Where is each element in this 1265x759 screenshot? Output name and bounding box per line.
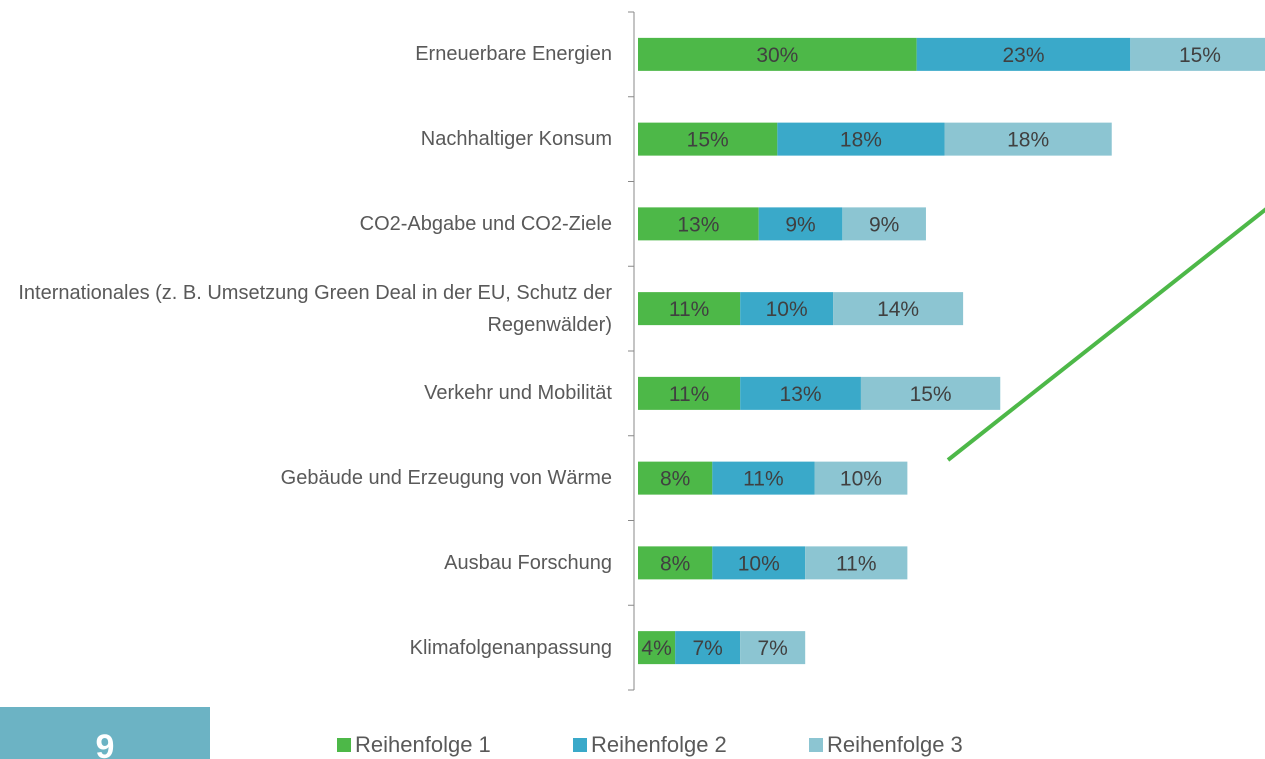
arrow-line	[946, 207, 1265, 462]
legend-label: Reihenfolge 2	[591, 732, 727, 757]
value-label: 11%	[743, 468, 783, 491]
bar-segment	[1130, 37, 1265, 71]
bar-segment	[842, 207, 926, 241]
bar-segment	[638, 37, 917, 71]
bar-segment	[712, 546, 806, 580]
value-label: 13%	[677, 213, 719, 236]
value-label: 11%	[669, 383, 709, 406]
category-label: Gebäude und Erzeugung von Wärme	[280, 467, 612, 490]
value-label: 14%	[877, 298, 919, 321]
bar-segment	[805, 546, 908, 580]
value-label: 15%	[910, 383, 952, 406]
value-label: 9%	[785, 213, 815, 236]
category-label: CO2-Abgabe und CO2-Ziele	[359, 212, 612, 235]
category-label: Verkehr und Mobilität	[424, 382, 612, 405]
value-label: 10%	[738, 552, 780, 575]
bar-segment	[740, 292, 834, 326]
bar-segment	[638, 376, 741, 410]
bar-segment	[833, 292, 964, 326]
value-label: 13%	[780, 383, 822, 406]
value-label: 11%	[836, 552, 876, 575]
legend-label: Reihenfolge 3	[827, 732, 963, 757]
bar-segment	[638, 122, 778, 156]
bar-segment	[916, 37, 1131, 71]
value-label: 11%	[669, 298, 709, 321]
bar-segment	[638, 631, 676, 665]
bar-segment	[777, 122, 945, 156]
category-label: Erneuerbare Energien	[415, 43, 612, 66]
legend-label: Reihenfolge 1	[355, 732, 491, 757]
bar-segment	[675, 631, 741, 665]
category-label: Internationales (z. B. Umsetzung Green D…	[18, 281, 612, 336]
value-label: 15%	[1179, 44, 1221, 67]
category-label: Nachhaltiger Konsum	[420, 128, 612, 151]
value-label: 7%	[758, 637, 788, 660]
value-label: 30%	[756, 44, 798, 67]
bar-segment	[638, 546, 713, 580]
value-label: 18%	[1007, 129, 1049, 152]
value-label: 4%	[641, 637, 671, 660]
bar-segment	[712, 461, 815, 495]
value-label: 23%	[1002, 44, 1044, 67]
value-label: 18%	[840, 129, 882, 152]
value-label: 9%	[869, 213, 899, 236]
bar-segment	[944, 122, 1112, 156]
bar-segment	[638, 207, 759, 241]
bar-segment	[638, 292, 741, 326]
bar-segment	[740, 376, 861, 410]
page-number: 9	[0, 707, 210, 759]
bar-segment	[814, 461, 908, 495]
category-label: Ausbau Forschung	[444, 551, 612, 574]
category-label: Klimafolgenanpassung	[409, 636, 612, 659]
legend-swatch	[337, 738, 351, 752]
bar-segment	[860, 376, 1001, 410]
value-label: 10%	[766, 298, 808, 321]
value-label: 8%	[660, 468, 690, 491]
value-label: 7%	[692, 637, 722, 660]
value-label: 10%	[840, 468, 882, 491]
bar-segment	[740, 631, 806, 665]
bar-segment	[758, 207, 843, 241]
value-label: 15%	[687, 129, 729, 152]
legend-swatch	[809, 738, 823, 752]
bar-segment	[638, 461, 713, 495]
value-label: 8%	[660, 552, 690, 575]
legend-swatch	[573, 738, 587, 752]
